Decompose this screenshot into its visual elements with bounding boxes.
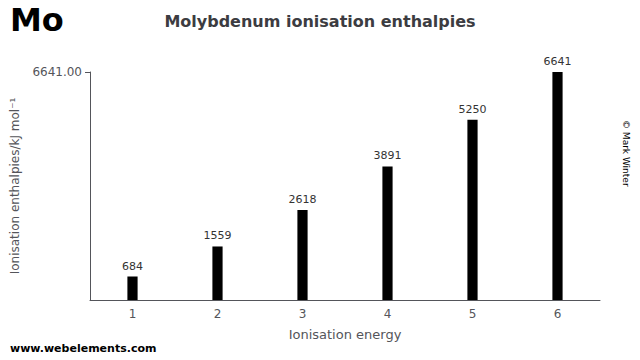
svg-text:6641.00: 6641.00 <box>32 65 82 79</box>
svg-text:3: 3 <box>299 307 307 321</box>
svg-text:4: 4 <box>384 307 392 321</box>
svg-text:1: 1 <box>129 307 137 321</box>
svg-text:2: 2 <box>214 307 222 321</box>
svg-text:Mo: Mo <box>10 1 64 39</box>
svg-text:2618: 2618 <box>289 193 317 206</box>
svg-text:6641: 6641 <box>544 55 572 68</box>
svg-text:www.webelements.com: www.webelements.com <box>10 342 156 355</box>
svg-text:684: 684 <box>122 260 143 273</box>
svg-text:5: 5 <box>469 307 477 321</box>
svg-text:5250: 5250 <box>459 103 487 116</box>
svg-text:Ionisation energy: Ionisation energy <box>289 327 402 342</box>
svg-text:Ionisation enthalpies/kJ mol⁻¹: Ionisation enthalpies/kJ mol⁻¹ <box>8 97 22 274</box>
svg-text:© Mark Winter: © Mark Winter <box>621 120 631 187</box>
svg-text:3891: 3891 <box>374 149 402 162</box>
svg-text:6: 6 <box>554 307 562 321</box>
svg-text:1559: 1559 <box>204 229 232 242</box>
svg-text:Molybdenum ionisation enthalpi: Molybdenum ionisation enthalpies <box>164 12 475 31</box>
